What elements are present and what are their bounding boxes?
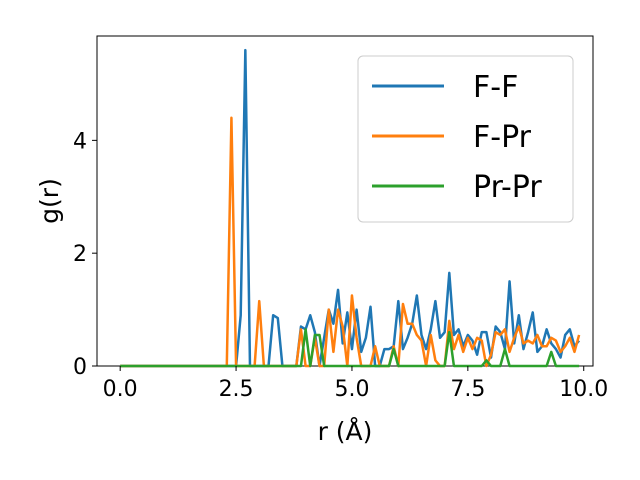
y-tick-label: 0	[73, 355, 87, 380]
x-tick-label: 10.0	[559, 377, 608, 402]
legend-label-pr-pr: Pr-Pr	[473, 170, 542, 205]
x-axis-ticks: 0.0 2.5 5.0 7.5 10.0	[103, 366, 608, 402]
x-tick-label: 0.0	[103, 377, 138, 402]
series-layer	[120, 48, 581, 368]
x-tick-label: 5.0	[334, 377, 369, 402]
x-tick-label: 7.5	[450, 377, 485, 402]
x-tick-label: 2.5	[219, 377, 254, 402]
y-axis-label: g(r)	[35, 178, 64, 224]
legend-box	[357, 55, 574, 223]
y-tick-label: 4	[73, 129, 87, 154]
legend-entries: F-F F-Pr Pr-Pr	[372, 70, 542, 205]
y-tick-label: 2	[73, 242, 87, 267]
legend-label-f-pr: F-Pr	[473, 120, 532, 155]
y-axis-ticks: 0 2 4	[73, 129, 97, 380]
series-line-pr-pr	[120, 328, 580, 368]
legend: F-F F-Pr Pr-Pr	[357, 55, 574, 223]
legend-label-f-f: F-F	[473, 70, 518, 105]
x-axis-label: r (Å)	[318, 417, 373, 446]
